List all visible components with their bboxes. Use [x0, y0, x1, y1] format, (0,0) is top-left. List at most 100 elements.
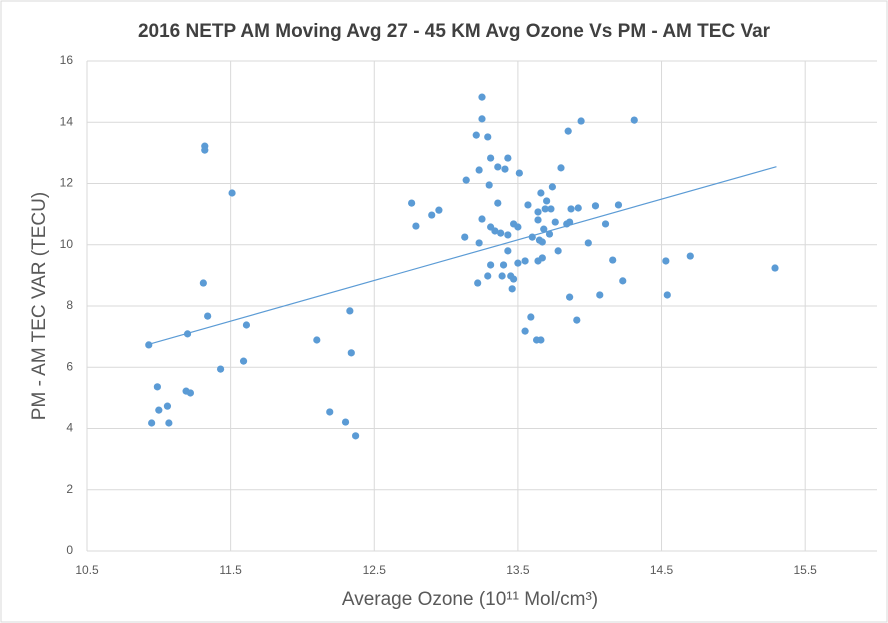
point	[573, 316, 581, 324]
point	[487, 154, 495, 162]
point	[228, 189, 236, 197]
chart-title: 2016 NETP AM Moving Avg 27 - 45 KM Avg O…	[138, 21, 771, 42]
x-tick-label: 12.5	[363, 563, 387, 577]
x-tick-label: 13.5	[506, 563, 530, 577]
y-tick-label: 6	[66, 359, 73, 373]
point	[515, 169, 523, 177]
point	[619, 277, 627, 285]
point	[478, 93, 486, 101]
point	[564, 127, 572, 135]
point	[584, 239, 592, 247]
point	[478, 215, 486, 223]
point	[347, 349, 355, 357]
point	[577, 117, 585, 125]
x-axis-title: Average Ozone (10¹¹ Mol/cm³)	[342, 589, 598, 610]
point	[541, 205, 549, 213]
point	[534, 208, 542, 216]
point	[521, 257, 529, 265]
point	[199, 279, 207, 287]
point	[216, 365, 225, 373]
point	[484, 133, 492, 141]
point	[614, 201, 623, 209]
point	[504, 231, 512, 239]
point	[567, 205, 575, 213]
point	[491, 227, 499, 235]
point	[242, 321, 251, 329]
point	[494, 199, 502, 207]
point	[352, 432, 360, 440]
point	[596, 291, 604, 299]
point	[662, 257, 670, 265]
x-tick-label: 15.5	[794, 563, 818, 577]
point	[313, 336, 321, 344]
point	[534, 216, 542, 224]
point	[341, 418, 350, 426]
point	[484, 272, 492, 280]
point	[472, 131, 480, 139]
y-tick-label: 8	[66, 298, 73, 312]
x-tick-label: 14.5	[650, 563, 674, 577]
point	[574, 204, 582, 212]
point	[601, 220, 610, 228]
point	[591, 202, 600, 210]
point	[514, 223, 522, 231]
y-axis-title: PM - AM TEC VAR (TECU)	[29, 192, 50, 420]
point	[155, 406, 163, 414]
point	[153, 383, 161, 391]
point	[543, 197, 551, 205]
point	[504, 154, 512, 162]
point	[186, 389, 195, 397]
point	[497, 229, 505, 237]
point	[408, 199, 416, 207]
y-tick-label: 2	[66, 482, 73, 496]
point	[475, 239, 483, 247]
point	[204, 312, 212, 320]
point	[537, 189, 545, 197]
point	[566, 293, 574, 301]
point	[487, 261, 495, 269]
point	[514, 259, 522, 267]
point	[346, 307, 354, 315]
point	[557, 164, 565, 172]
point	[524, 201, 532, 209]
point	[148, 419, 156, 427]
point	[537, 336, 545, 344]
point	[461, 233, 469, 241]
point	[547, 205, 555, 213]
point	[499, 261, 508, 269]
point	[609, 256, 617, 264]
point	[538, 238, 546, 246]
point	[239, 357, 248, 365]
y-tick-label: 0	[66, 543, 73, 557]
point	[474, 279, 482, 287]
point	[145, 341, 153, 349]
point	[686, 252, 694, 260]
y-tick-label: 10	[60, 237, 74, 251]
point	[771, 264, 779, 272]
x-tick-label: 10.5	[75, 563, 99, 577]
trendline	[148, 166, 777, 345]
y-tick-label: 12	[60, 176, 74, 190]
y-tick-label: 4	[66, 421, 73, 435]
y-tick-label: 14	[60, 114, 74, 128]
point	[521, 327, 529, 335]
y-tick-label: 16	[60, 53, 74, 67]
point	[165, 419, 173, 427]
point	[428, 211, 436, 219]
point	[545, 230, 554, 238]
point	[498, 272, 506, 280]
point	[554, 247, 562, 255]
point	[478, 115, 486, 123]
point	[462, 176, 470, 184]
point	[538, 254, 546, 262]
point	[630, 116, 638, 124]
point	[566, 218, 574, 226]
point	[485, 181, 493, 189]
point	[504, 247, 512, 255]
x-tick-label: 11.5	[219, 563, 242, 577]
point	[548, 183, 556, 191]
point	[551, 218, 559, 226]
